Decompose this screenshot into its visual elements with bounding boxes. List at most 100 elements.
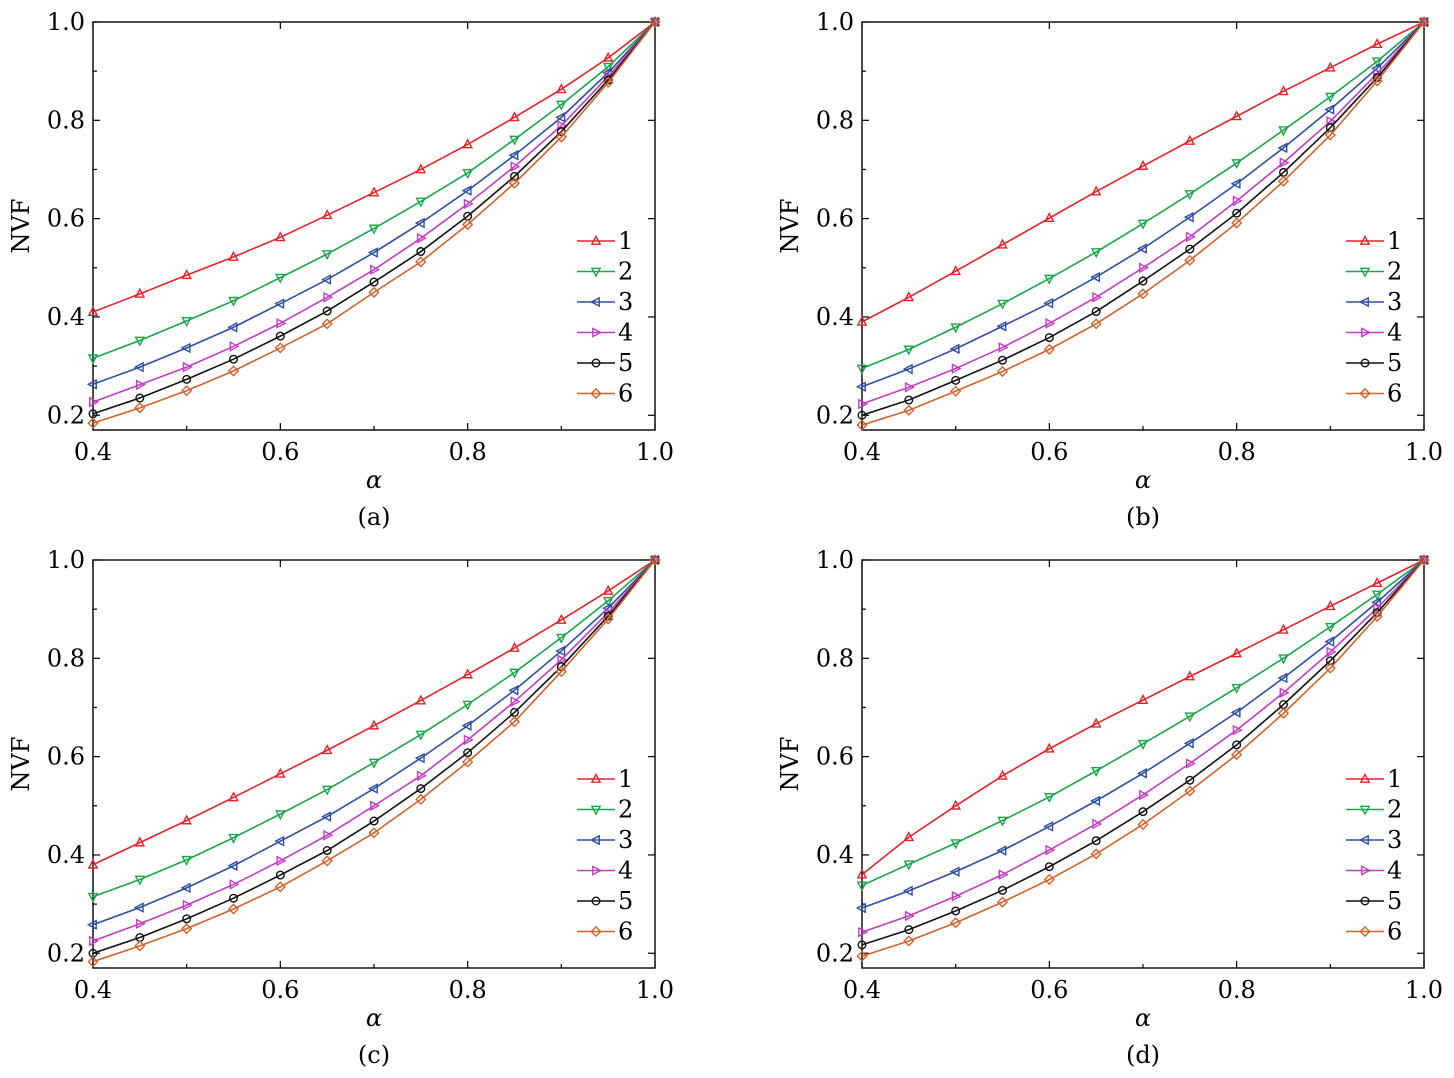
legend-marker <box>1359 805 1371 816</box>
data-point <box>996 320 1007 332</box>
data-point <box>274 881 286 893</box>
data-point <box>602 76 614 89</box>
legend-item-5: 5 <box>1346 887 1402 915</box>
legend-item-1: 1 <box>577 765 633 793</box>
data-point <box>414 217 425 229</box>
data-point <box>180 342 191 354</box>
data-point <box>181 269 192 280</box>
plot-frame <box>92 559 656 969</box>
y-tick-label: 0.4 <box>47 841 85 869</box>
data-point <box>1277 175 1290 187</box>
data-point <box>370 800 381 812</box>
data-point <box>1371 596 1382 608</box>
data-point <box>1137 693 1149 705</box>
data-point <box>602 51 614 62</box>
legend-marker <box>592 865 603 876</box>
x-tick-label: 0.8 <box>449 438 487 466</box>
x-tick-label: 0.6 <box>1030 438 1068 466</box>
data-point <box>1232 740 1242 750</box>
data-point <box>904 395 914 405</box>
x-tick-label: 1.0 <box>636 438 674 466</box>
data-point <box>508 177 521 189</box>
legend-item-1: 1 <box>1346 765 1402 793</box>
data-point <box>1043 297 1054 309</box>
y-axis-title: NVF <box>776 199 804 254</box>
data-point <box>1043 343 1055 355</box>
series-5 <box>857 17 1429 420</box>
data-point <box>416 784 426 794</box>
y-tick-label: 0.4 <box>47 303 85 331</box>
data-point <box>1090 271 1101 283</box>
data-point <box>415 256 427 268</box>
data-point <box>857 940 867 950</box>
data-point <box>951 375 961 385</box>
data-point <box>555 112 566 123</box>
data-point <box>1184 190 1196 201</box>
legend-label: 1 <box>1387 227 1402 255</box>
legend-label: 2 <box>618 796 633 824</box>
y-tick-label: 0.6 <box>816 205 854 233</box>
data-point <box>1185 758 1196 769</box>
legend-marker <box>591 896 601 906</box>
x-tick-label: 1.0 <box>1405 976 1443 1004</box>
data-point <box>1045 844 1056 856</box>
data-point <box>903 831 915 842</box>
data-point <box>227 321 238 333</box>
data-point <box>602 596 614 607</box>
series-line-1 <box>92 559 656 866</box>
data-point <box>555 665 567 678</box>
data-point <box>134 287 146 298</box>
legend-marker <box>1359 772 1371 783</box>
data-point <box>1092 818 1103 830</box>
data-point <box>134 940 146 952</box>
data-point <box>904 910 915 922</box>
data-point <box>1184 254 1196 266</box>
data-point <box>998 885 1008 895</box>
data-point <box>509 111 520 122</box>
data-point <box>1044 274 1055 285</box>
series-2 <box>856 18 1430 375</box>
data-point <box>903 291 915 302</box>
data-point <box>602 62 614 73</box>
series-line-3 <box>92 21 656 386</box>
data-point <box>1231 217 1243 229</box>
data-point <box>1279 157 1290 168</box>
legend-item-2: 2 <box>577 796 633 824</box>
x-tick-label: 0.8 <box>449 976 487 1004</box>
data-point <box>557 654 568 666</box>
data-point <box>227 365 240 377</box>
data-point <box>181 316 192 327</box>
data-point <box>951 363 962 374</box>
series-line-4 <box>861 559 1425 933</box>
data-point <box>1232 195 1243 207</box>
panel-label: (b) <box>1126 503 1160 531</box>
y-tick-label: 0.8 <box>816 644 854 672</box>
data-point <box>323 291 334 303</box>
data-point <box>997 816 1008 827</box>
series-line-4 <box>92 559 656 942</box>
data-point <box>997 769 1008 780</box>
data-point <box>321 811 332 822</box>
data-point <box>649 554 661 566</box>
data-point <box>368 186 380 197</box>
data-point <box>1230 707 1241 718</box>
data-point <box>321 274 332 285</box>
legend-label: 4 <box>618 857 633 885</box>
data-point <box>1044 862 1054 872</box>
data-point <box>368 224 380 235</box>
data-point <box>855 381 866 393</box>
panel-label: (c) <box>358 1041 390 1069</box>
legend-marker <box>1361 327 1372 338</box>
data-point <box>1045 318 1056 329</box>
data-point <box>321 209 333 220</box>
data-point <box>649 16 661 28</box>
y-axis-title: NVF <box>7 199 35 254</box>
panel-label: (d) <box>1126 1041 1160 1069</box>
data-point <box>951 906 961 916</box>
data-point <box>602 584 614 595</box>
legend-marker <box>1359 234 1371 245</box>
series-3 <box>855 554 1428 914</box>
data-point <box>182 361 193 373</box>
series-1 <box>856 15 1430 326</box>
series-line-5 <box>92 21 656 415</box>
